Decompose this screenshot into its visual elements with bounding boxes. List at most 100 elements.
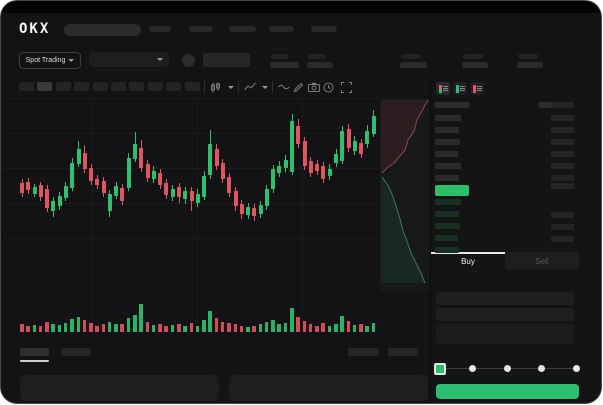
timeframe-button[interactable] — [184, 82, 200, 91]
candle-body — [120, 188, 125, 201]
bid-row-price[interactable] — [435, 199, 461, 205]
submit-buy-button[interactable] — [436, 384, 579, 399]
history-clock-icon[interactable] — [323, 81, 334, 93]
chevron-down-icon[interactable] — [262, 81, 268, 93]
bottom-tab-right[interactable] — [388, 348, 418, 356]
ask-row-price[interactable] — [435, 151, 458, 157]
candle-body — [183, 191, 188, 199]
volume-bar — [126, 318, 131, 332]
volume-bar — [277, 324, 281, 332]
volume-bar — [302, 321, 307, 332]
candle-body — [252, 208, 257, 216]
candle-body — [246, 207, 251, 215]
slider-stop-dot[interactable] — [573, 365, 580, 372]
volume-bar — [63, 323, 68, 332]
tab-buy[interactable]: Buy — [431, 252, 505, 269]
candle-body — [208, 144, 213, 175]
ask-row-price[interactable] — [435, 115, 461, 121]
orderbook-amount-bar — [551, 115, 574, 121]
nav-item-placeholder[interactable] — [229, 26, 256, 32]
orders-panel-placeholder — [20, 375, 219, 401]
candle-body — [114, 186, 119, 196]
pair-selector-dropdown[interactable] — [89, 52, 169, 67]
candle-type-icon[interactable] — [210, 81, 221, 93]
nav-item-placeholder[interactable] — [149, 26, 171, 32]
timeframe-button[interactable] — [74, 82, 90, 91]
volume-bar — [195, 326, 200, 332]
candle-body — [352, 141, 357, 151]
volume-bar — [334, 324, 338, 332]
book-bids-only-icon[interactable] — [453, 82, 467, 95]
depth-chart[interactable] — [380, 98, 429, 291]
nav-item-placeholder[interactable] — [311, 26, 337, 32]
timeframe-button[interactable] — [129, 82, 145, 91]
gridline-v — [197, 98, 198, 330]
ask-row-price[interactable] — [435, 163, 461, 169]
stat-value-placeholder — [270, 62, 299, 68]
volume-bar — [283, 323, 288, 332]
orderbook-amount-bar — [551, 163, 574, 169]
bid-row-price[interactable] — [435, 211, 459, 217]
slider-stop-dot[interactable] — [504, 365, 511, 372]
ask-row-price[interactable] — [435, 127, 459, 133]
bid-row-price[interactable] — [435, 235, 458, 241]
amount-input[interactable] — [436, 308, 574, 321]
slider-stop-dot[interactable] — [538, 365, 545, 372]
bid-row-price[interactable] — [435, 247, 459, 253]
candle-body — [133, 144, 138, 159]
price-input[interactable] — [436, 292, 574, 305]
candle-body — [371, 116, 376, 134]
nav-item-placeholder[interactable] — [269, 26, 294, 32]
amount-slider-handle[interactable] — [434, 363, 446, 375]
volume-bar — [57, 325, 62, 332]
search-input[interactable] — [64, 24, 141, 36]
chevron-down-icon[interactable] — [228, 81, 234, 93]
timeframe-button[interactable] — [92, 82, 108, 91]
candle-body — [63, 186, 68, 198]
ask-row-price[interactable] — [435, 175, 459, 181]
market-type-dropdown[interactable]: Spot Trading — [19, 52, 81, 69]
volume-bar — [177, 324, 181, 332]
indicators-wave-icon[interactable] — [278, 81, 290, 93]
volume-bar — [321, 323, 325, 332]
bottom-tab-right[interactable] — [348, 348, 379, 356]
bid-row-price[interactable] — [435, 223, 460, 229]
slider-stop-dot[interactable] — [469, 365, 476, 372]
ask-row-price[interactable] — [435, 139, 460, 145]
timeframe-button[interactable] — [147, 82, 163, 91]
bottom-tab[interactable] — [61, 348, 91, 356]
stat-label-placeholder — [463, 54, 483, 59]
camera-snapshot-icon[interactable] — [308, 81, 320, 93]
panel-divider — [430, 76, 431, 403]
candle-body — [233, 191, 238, 206]
volume-bar — [32, 325, 37, 332]
volume-bar — [258, 324, 263, 332]
line-style-icon[interactable] — [244, 81, 256, 93]
book-both-sides-icon[interactable] — [436, 82, 450, 95]
tab-sell[interactable]: Sell — [505, 252, 579, 269]
bottom-tab-active[interactable] — [20, 348, 49, 356]
volume-bar — [365, 326, 369, 332]
fullscreen-expand-icon[interactable] — [341, 81, 352, 93]
timeframe-button[interactable] — [111, 82, 126, 91]
volume-bar — [120, 324, 124, 332]
volume-bar — [359, 324, 363, 332]
nav-item-placeholder[interactable] — [189, 26, 213, 32]
stat-value-placeholder — [400, 62, 427, 68]
total-field[interactable] — [436, 324, 574, 344]
timeframe-button[interactable] — [19, 82, 34, 91]
candle-body — [51, 201, 56, 211]
volume-bar — [327, 326, 332, 332]
candle-body — [164, 183, 169, 195]
volume-bar — [133, 315, 137, 332]
draw-pencil-icon[interactable] — [293, 81, 304, 93]
volume-bar — [352, 325, 357, 332]
timeframe-button[interactable] — [37, 82, 53, 91]
chevron-down-icon — [157, 58, 163, 61]
timeframe-button[interactable] — [166, 82, 182, 91]
volume-bar — [89, 323, 93, 332]
volume-bar — [346, 321, 351, 332]
timeframe-button[interactable] — [55, 82, 71, 91]
book-asks-only-icon[interactable] — [470, 82, 484, 95]
volume-bar — [189, 323, 194, 332]
